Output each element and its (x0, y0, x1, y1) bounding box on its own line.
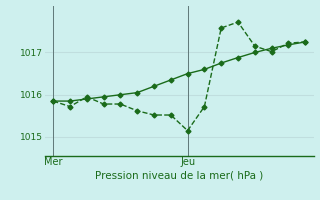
X-axis label: Pression niveau de la mer( hPa ): Pression niveau de la mer( hPa ) (95, 170, 263, 180)
